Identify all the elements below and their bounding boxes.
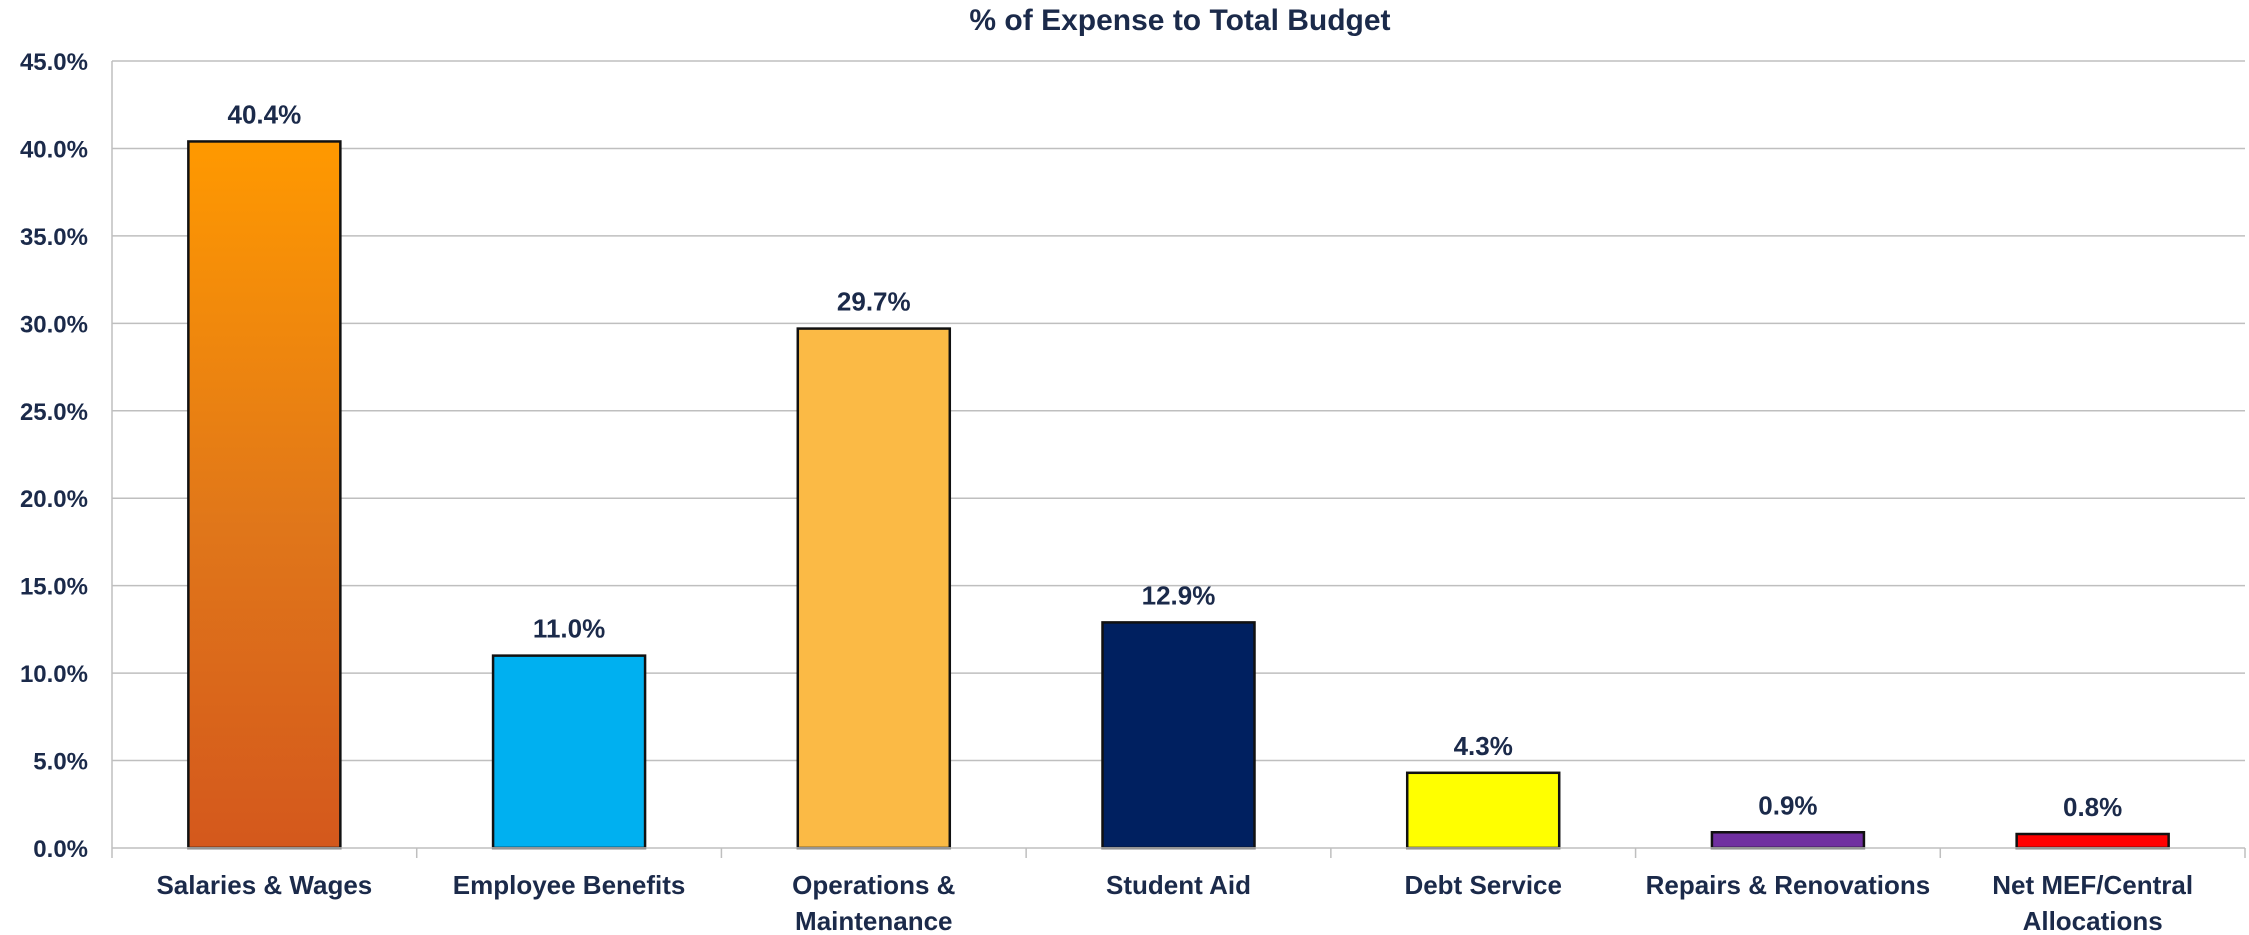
data-labels: 40.4% 11.0% 29.7% 12.9% 4.3% 0.9% 0.8% [227,99,2122,822]
y-tick-label: 0.0% [33,836,88,863]
data-label: 0.8% [2063,792,2122,822]
bar [1405,771,1561,850]
bar [491,654,647,850]
x-category-label: Allocations [2023,906,2163,935]
x-category-label: Operations & [792,870,955,900]
bars [187,140,2170,850]
x-category-label: Debt Service [1404,870,1562,900]
y-tick-label: 20.0% [20,486,88,513]
x-category-label: Repairs & Renovations [1646,870,1931,900]
chart-title: % of Expense to Total Budget [969,4,1390,37]
data-label: 0.9% [1758,790,1817,820]
x-category-label: Salaries & Wages [156,870,372,900]
data-label: 12.9% [1142,580,1216,610]
y-tick-label: 35.0% [20,224,88,251]
data-label: 40.4% [227,99,301,129]
y-axis-tick-labels: 0.0% 5.0% 10.0% 15.0% 20.0% 25.0% 30.0% 35.0% 40… [20,49,88,863]
data-label: 11.0% [533,614,605,644]
x-category-label: Net MEF/Central [1992,870,2193,900]
data-label: 29.7% [837,287,911,317]
bar [1101,621,1256,850]
y-tick-label: 30.0% [20,311,88,338]
y-tick-label: 45.0% [20,49,88,76]
x-axis: Salaries & Wages Employee Benefits Operati… [111,61,2246,935]
x-category-label: Employee Benefits [453,870,686,900]
data-label: 4.3% [1454,731,1513,761]
y-tick-label: 15.0% [20,574,88,601]
bar [2015,832,2170,850]
y-tick-label: 40.0% [20,136,88,163]
bar [796,327,952,850]
x-category-label: Maintenance [795,906,953,935]
x-category-label: Student Aid [1106,870,1251,900]
gridlines [112,60,2245,762]
y-tick-label: 10.0% [20,661,88,688]
y-tick-label: 25.0% [20,399,88,426]
bar [187,140,342,850]
y-tick-label: 5.0% [33,749,88,776]
bar [1710,831,1866,850]
